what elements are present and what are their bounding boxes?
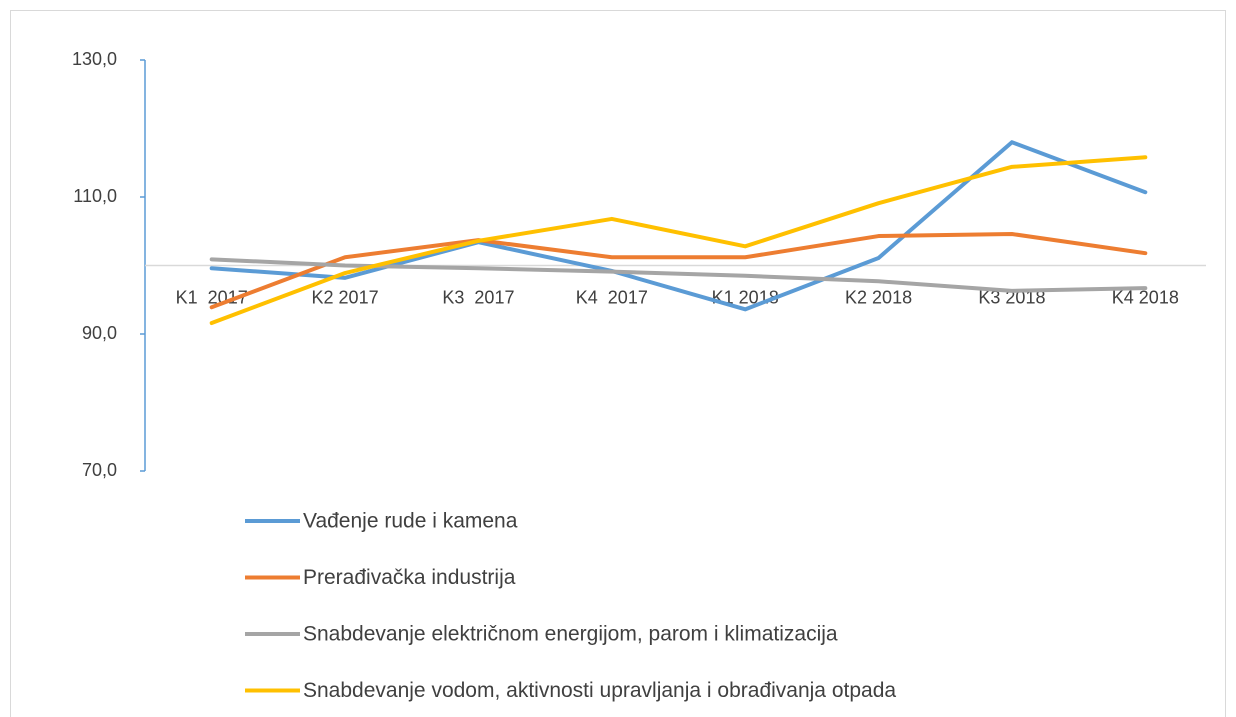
y-tick-label: 70,0 — [82, 460, 117, 480]
legend-label: Snabdevanje električnom energijom, parom… — [303, 623, 838, 646]
series-line — [209, 140, 1148, 312]
legend-label: Vađenje rude i kamena — [303, 510, 518, 533]
y-tick-label: 90,0 — [82, 323, 117, 343]
y-tick-label: 130,0 — [72, 49, 117, 69]
x-tick-label: K2 2018 — [845, 287, 912, 307]
y-tick-label: 110,0 — [73, 186, 117, 206]
legend-label: Snabdevanje vodom, aktivnosti upravljanj… — [303, 679, 896, 702]
series-line — [209, 155, 1148, 326]
legend-label: Prerađivačka industrija — [303, 566, 516, 589]
x-tick-label: K4 2017 — [576, 287, 648, 307]
x-tick-label: K2 2017 — [312, 287, 379, 307]
x-tick-label: K3 2017 — [442, 287, 514, 307]
x-tick-label: K4 2018 — [1112, 287, 1179, 307]
chart-frame — [10, 10, 1226, 717]
series-line — [209, 231, 1148, 310]
